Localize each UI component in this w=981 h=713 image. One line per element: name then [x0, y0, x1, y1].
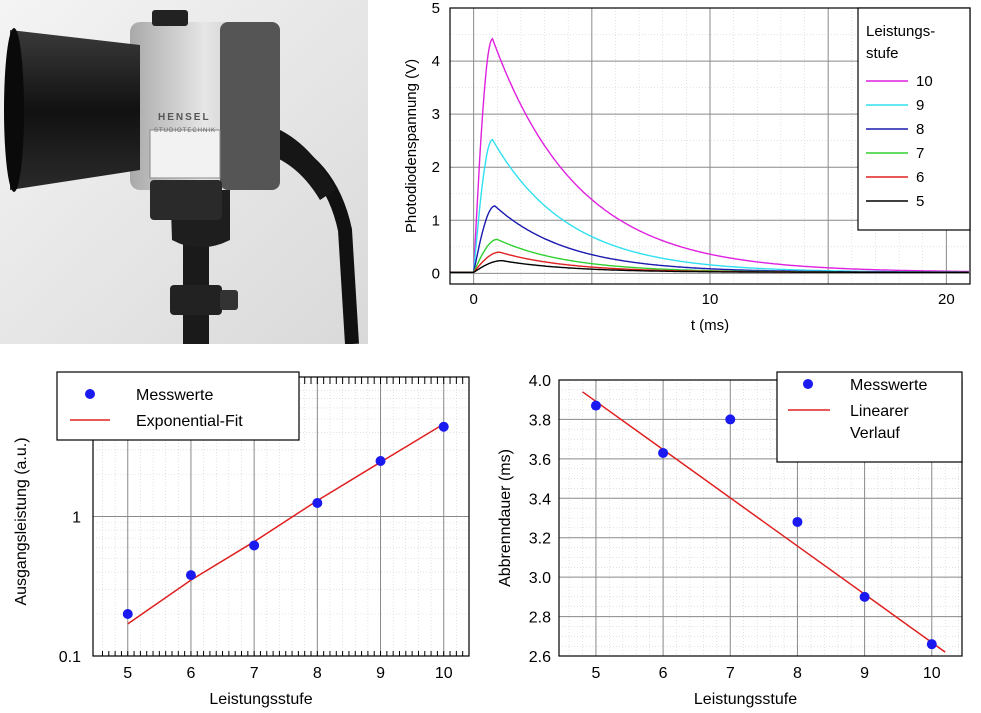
- burn-duration-chart: 2.6 2.8 3.0 3.2 3.4 3.6 3.8 4.0 5 6 7 8 9 10 Leistung…: [497, 371, 963, 708]
- data-point: [859, 591, 870, 602]
- x-tick-label: 9: [860, 665, 869, 682]
- legend: Leistungs-stufe 10 9 8 7 6 5: [857, 7, 971, 231]
- x-axis-label: Leistungsstufe: [694, 691, 797, 708]
- legend-label: Messwerte: [850, 377, 927, 394]
- series-group: [122, 421, 449, 625]
- axes: 0 1 2 3 4 5 0 10 20: [432, 0, 971, 308]
- reflector: [10, 30, 140, 190]
- series-line-5: [450, 259, 969, 273]
- legend-box: [56, 371, 300, 441]
- y-axis-label: Photodiodenspannung (V): [403, 59, 420, 233]
- y-tick-label: 1: [72, 510, 81, 527]
- y-tick-label: 3: [432, 106, 440, 123]
- x-tick-label: 6: [659, 665, 668, 682]
- series-line-10: [450, 37, 969, 273]
- x-tick-label: 10: [435, 665, 453, 682]
- x-tick-label: 20: [938, 291, 955, 308]
- x-tick-label: 10: [702, 291, 719, 308]
- fit-line: [127, 423, 445, 625]
- y-tick-label: 4.0: [529, 373, 551, 390]
- data-point: [725, 414, 736, 425]
- y-tick-label: 2.8: [529, 610, 551, 627]
- data-point: [249, 540, 260, 551]
- y-tick-label: 5: [432, 0, 440, 17]
- axes: 0.11105678910: [59, 370, 470, 682]
- data-point: [185, 570, 196, 581]
- x-tick-label: 6: [186, 665, 195, 682]
- legend-label: Exponential-Fit: [136, 413, 243, 430]
- y-tick-label: 3.0: [529, 570, 551, 587]
- data-point: [122, 609, 133, 620]
- legend-label: 8: [916, 121, 924, 138]
- legend-label: Messwerte: [136, 387, 213, 404]
- plot-frame: [558, 379, 963, 657]
- fit-line: [582, 391, 946, 653]
- reflector-rim: [4, 28, 24, 192]
- data-point: [658, 447, 669, 458]
- data-point: [375, 455, 386, 466]
- x-axis-label: t (ms): [691, 317, 729, 334]
- legend-box: [857, 7, 971, 231]
- y-tick-label: 2.6: [529, 649, 551, 666]
- legend-label: 7: [916, 145, 924, 162]
- legend-label: Verlauf: [850, 425, 900, 442]
- top-knob: [152, 10, 188, 26]
- series-group: [450, 37, 969, 273]
- legend-title: Leistungs-: [866, 23, 935, 40]
- legend-label: 5: [916, 193, 924, 210]
- studio-flash-photo: HENSEL STUDIOTECHNIK: [0, 0, 368, 344]
- legend-title: stufe: [866, 45, 899, 62]
- data-point: [792, 516, 803, 527]
- y-tick-label: 0: [432, 265, 440, 282]
- x-tick-label: 5: [123, 665, 132, 682]
- output-power-chart: 0.11105678910 Leistungsstufe Ausgangslei…: [13, 370, 470, 708]
- legend-label: Linearer: [850, 403, 909, 420]
- legend: Messwerte Exponential-Fit: [56, 371, 300, 441]
- x-tick-label: 7: [250, 665, 259, 682]
- legend-swatch: [803, 379, 813, 389]
- legend-label: 10: [916, 73, 933, 90]
- legend-label: 9: [916, 97, 924, 114]
- y-tick-label: 4: [432, 53, 440, 70]
- y-tick-label: 2: [432, 159, 440, 176]
- flash-curves-chart: 0 1 2 3 4 5 0 10 20 t (ms) Photodiodenspannung (…: [403, 0, 971, 334]
- data-point: [590, 400, 601, 411]
- x-tick-label: 0: [469, 291, 477, 308]
- x-tick-label: 9: [376, 665, 385, 682]
- y-tick-label: 3.4: [529, 491, 551, 508]
- y-axis-label: Ausgangsleistung (a.u.): [13, 437, 30, 605]
- series-line-7: [450, 238, 969, 273]
- brand-logo: HENSEL: [158, 112, 211, 123]
- y-axis-label: Abbrenndauer (ms): [497, 449, 514, 587]
- x-tick-label: 10: [923, 665, 941, 682]
- axes: 2.6 2.8 3.0 3.2 3.4 3.6 3.8 4.0 5 6 7 8 9 10: [529, 373, 963, 682]
- body-rear: [220, 22, 280, 190]
- x-tick-label: 8: [793, 665, 802, 682]
- data-point: [438, 421, 449, 432]
- switch-block: [150, 180, 222, 220]
- x-tick-label: 7: [726, 665, 735, 682]
- x-tick-label: 8: [313, 665, 322, 682]
- y-tick-label: 3.2: [529, 531, 551, 548]
- legend: Messwerte Linearer Verlauf: [776, 371, 963, 463]
- y-tick-label: 3.8: [529, 412, 551, 429]
- data-point: [926, 639, 937, 650]
- label-plate: [149, 129, 221, 179]
- series-group: [582, 391, 946, 653]
- stand-clamp: [170, 285, 222, 315]
- data-point: [312, 497, 323, 508]
- x-tick-label: 5: [591, 665, 600, 682]
- legend-swatch: [85, 389, 95, 399]
- stand-knob: [220, 290, 238, 310]
- legend-label: 6: [916, 169, 924, 186]
- y-tick-label: 0.1: [59, 649, 81, 666]
- y-tick-label: 1: [432, 212, 440, 229]
- y-tick-label: 3.6: [529, 452, 551, 469]
- x-axis-label: Leistungsstufe: [209, 691, 312, 708]
- brand-sublogo: STUDIOTECHNIK: [154, 128, 216, 134]
